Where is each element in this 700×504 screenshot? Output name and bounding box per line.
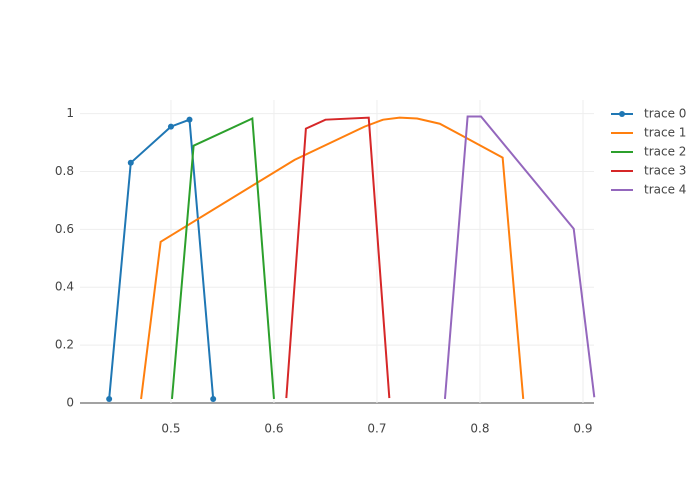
legend-label: trace 1 xyxy=(644,126,686,140)
marker xyxy=(127,159,134,166)
legend-marker xyxy=(619,111,625,117)
line xyxy=(108,118,215,400)
y-tick-label: 1 xyxy=(66,106,74,120)
x-tick-label: 0.6 xyxy=(264,422,283,436)
legend-label: trace 3 xyxy=(644,164,686,178)
legend-label: trace 2 xyxy=(644,145,686,159)
y-tick-label: 0.4 xyxy=(55,280,74,294)
line xyxy=(285,116,391,399)
marker xyxy=(167,123,174,130)
marker xyxy=(106,395,113,402)
y-tick-label: 0 xyxy=(66,396,74,410)
y-tick-label: 0.8 xyxy=(55,164,74,178)
x-tick-label: 0.5 xyxy=(161,422,180,436)
line xyxy=(140,116,525,400)
marker xyxy=(210,395,217,402)
x-tick-label: 0.7 xyxy=(367,422,386,436)
y-tick-label: 0.6 xyxy=(55,222,74,236)
x-tick-label: 0.9 xyxy=(573,422,592,436)
y-tick-label: 0.2 xyxy=(55,338,74,352)
x-tick-label: 0.8 xyxy=(470,422,489,436)
line xyxy=(443,115,596,400)
marker xyxy=(186,116,193,123)
legend-label: trace 4 xyxy=(644,183,686,197)
legend-label: trace 0 xyxy=(644,107,686,121)
line xyxy=(170,117,275,400)
